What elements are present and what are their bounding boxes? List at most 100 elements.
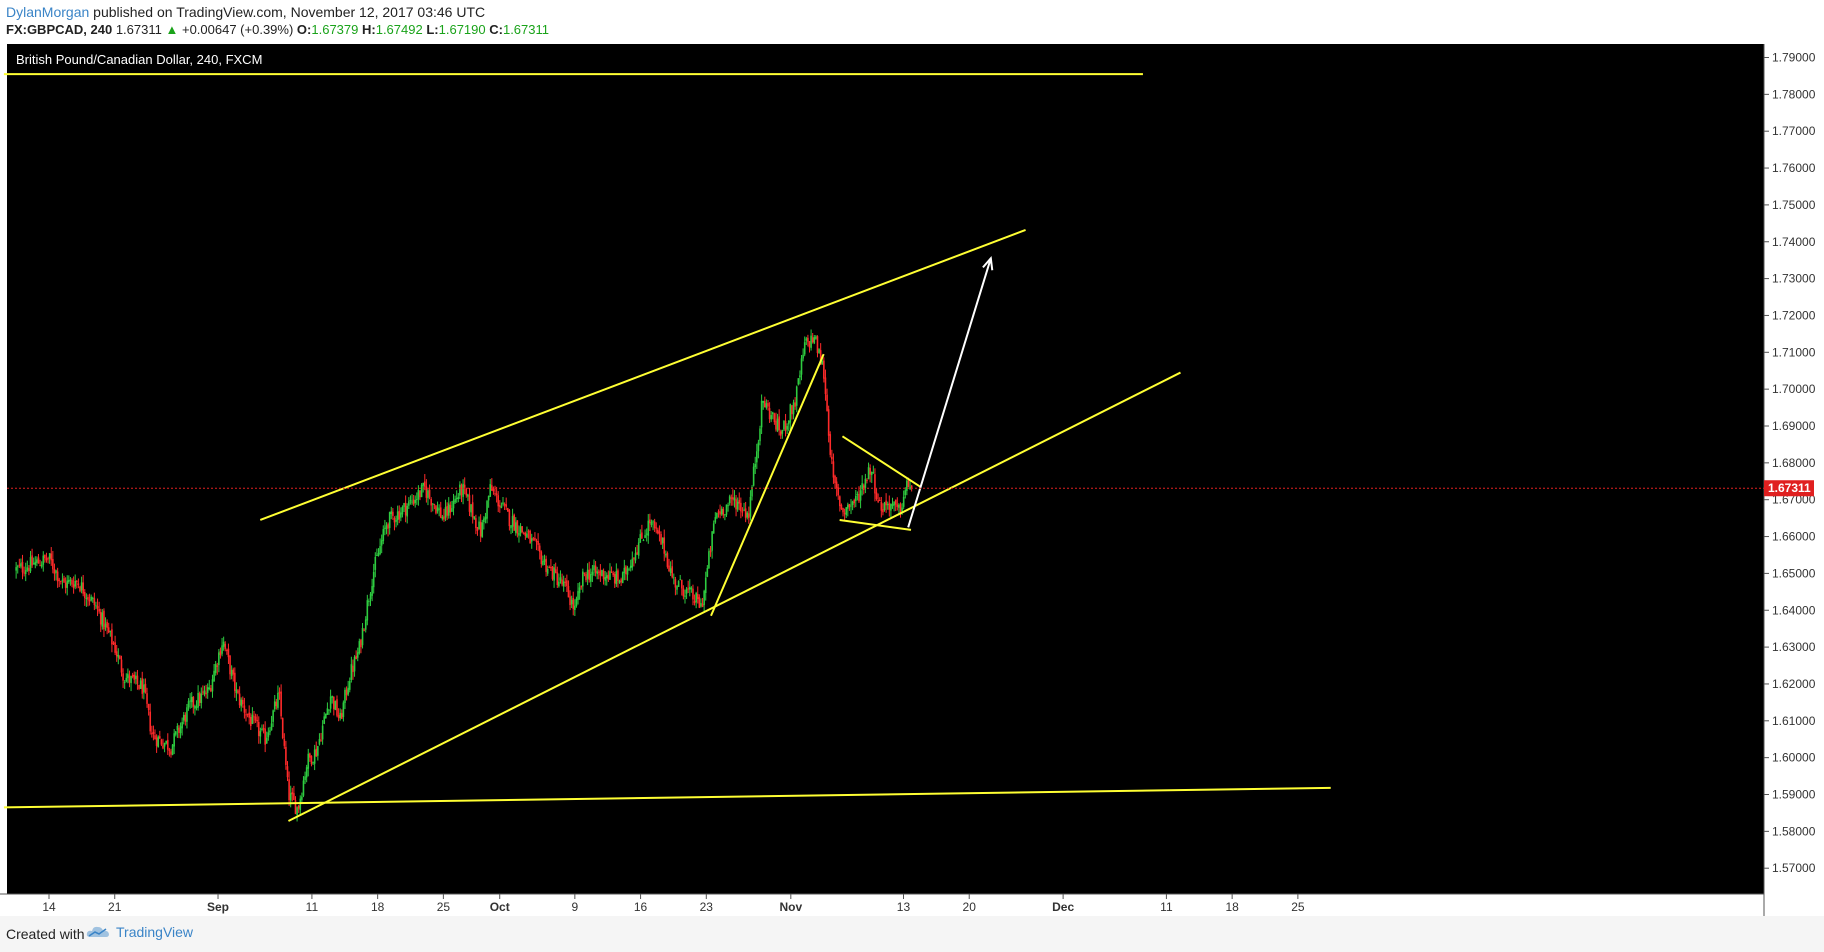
candle-body xyxy=(240,699,243,707)
candle-body xyxy=(139,680,142,689)
candle-body xyxy=(735,499,737,510)
candle-body xyxy=(198,693,201,703)
candle-body xyxy=(401,506,404,515)
time-axis[interactable] xyxy=(0,894,1824,916)
projection-arrow[interactable] xyxy=(907,258,992,528)
candle-body xyxy=(811,337,814,343)
candle-body xyxy=(704,577,707,593)
candle-body xyxy=(299,798,302,811)
price-tick-label: 1.66000 xyxy=(1772,530,1816,544)
author-link[interactable]: DylanMorgan xyxy=(6,4,90,20)
candle-body xyxy=(91,597,94,599)
candle-body xyxy=(784,420,787,431)
candle-body xyxy=(864,478,867,488)
candle-body xyxy=(821,361,824,365)
candle-body xyxy=(143,684,145,693)
candle-body xyxy=(465,488,468,496)
candle-body xyxy=(794,402,796,407)
candle-body xyxy=(575,598,578,606)
candle-body xyxy=(741,511,744,513)
candle-body xyxy=(677,581,680,588)
candle-body xyxy=(230,669,233,676)
candle-body xyxy=(88,599,91,602)
candle-body xyxy=(891,503,894,507)
trendline-triangle-top[interactable] xyxy=(841,435,921,488)
price-axis[interactable] xyxy=(1764,44,1824,894)
candles-layer xyxy=(15,329,913,822)
tradingview-link[interactable]: TradingView xyxy=(86,924,193,940)
candle-body xyxy=(157,736,160,747)
candle-body xyxy=(818,349,820,353)
candle-body xyxy=(214,663,217,673)
candle-body xyxy=(294,800,297,814)
time-tick-label: Dec xyxy=(1052,900,1074,914)
candle-body xyxy=(218,652,220,666)
candle-body xyxy=(767,403,769,407)
trendline-long-support[interactable] xyxy=(3,786,1331,809)
candle-body xyxy=(104,623,107,628)
time-tick-label: 16 xyxy=(634,900,648,914)
candle-body xyxy=(47,558,49,560)
candle-body xyxy=(819,350,822,365)
candle-body xyxy=(37,557,40,564)
candle-body xyxy=(834,476,836,484)
candle-body xyxy=(795,386,798,406)
current-price-layer: 1.67311 xyxy=(7,480,1814,497)
candle-body xyxy=(569,596,571,606)
candle-body xyxy=(696,594,699,600)
candle-body xyxy=(550,567,552,569)
drawings-layer[interactable] xyxy=(3,73,1331,822)
candle-body xyxy=(159,736,161,739)
candle-body xyxy=(829,434,832,455)
candle-body xyxy=(610,571,613,573)
candle-body xyxy=(478,521,480,530)
price-tick-label: 1.78000 xyxy=(1772,87,1816,101)
time-tick-label: 18 xyxy=(1225,900,1239,914)
candle-body xyxy=(808,341,811,348)
candle-body xyxy=(826,394,828,411)
candle-body xyxy=(147,703,150,711)
candle-body xyxy=(815,336,817,339)
candle-body xyxy=(205,692,207,695)
price-tick-label: 1.60000 xyxy=(1772,751,1816,765)
trendline-rally-line[interactable] xyxy=(710,353,825,617)
candle-body xyxy=(85,597,88,600)
candle-body xyxy=(125,677,128,682)
candle-body xyxy=(590,574,592,582)
candle-body xyxy=(160,739,163,745)
candle-body xyxy=(377,553,380,556)
chart-area[interactable]: 1.79000 1.78000 1.77000 1.76000 1.75000 1.740… xyxy=(0,44,1824,916)
candle-body xyxy=(115,651,118,657)
candle-body xyxy=(566,580,568,586)
price-chart[interactable]: 1.79000 1.78000 1.77000 1.76000 1.75000 1.740… xyxy=(0,44,1824,916)
candle-body xyxy=(190,696,193,703)
candle-body xyxy=(700,602,702,607)
candle-body xyxy=(238,693,241,706)
candle-body xyxy=(875,492,878,500)
time-tick-label: Nov xyxy=(779,900,802,914)
trendline-triangle-bottom[interactable] xyxy=(839,518,912,531)
candle-body xyxy=(242,699,244,705)
candle-body xyxy=(200,693,203,704)
candle-body xyxy=(26,567,29,571)
time-tick-label: 20 xyxy=(963,900,977,914)
candle-body xyxy=(317,746,319,756)
candle-body xyxy=(644,535,646,538)
trendline-channel-upper[interactable] xyxy=(259,229,1026,521)
candle-body xyxy=(840,504,843,510)
candle-body xyxy=(807,337,809,342)
candle-body xyxy=(519,526,522,533)
candle-body xyxy=(669,568,672,573)
candle-body xyxy=(315,748,318,757)
candle-body xyxy=(483,518,485,523)
trendline-channel-lower[interactable] xyxy=(287,371,1181,822)
candle-body xyxy=(53,569,56,574)
candle-body xyxy=(657,529,659,534)
current-price-label: 1.67311 xyxy=(1768,481,1811,495)
candle-body xyxy=(728,496,731,504)
candle-body xyxy=(342,702,345,717)
candle-body xyxy=(34,561,37,566)
candle-body xyxy=(711,531,713,551)
candle-body xyxy=(886,504,889,506)
candle-body xyxy=(746,512,749,518)
